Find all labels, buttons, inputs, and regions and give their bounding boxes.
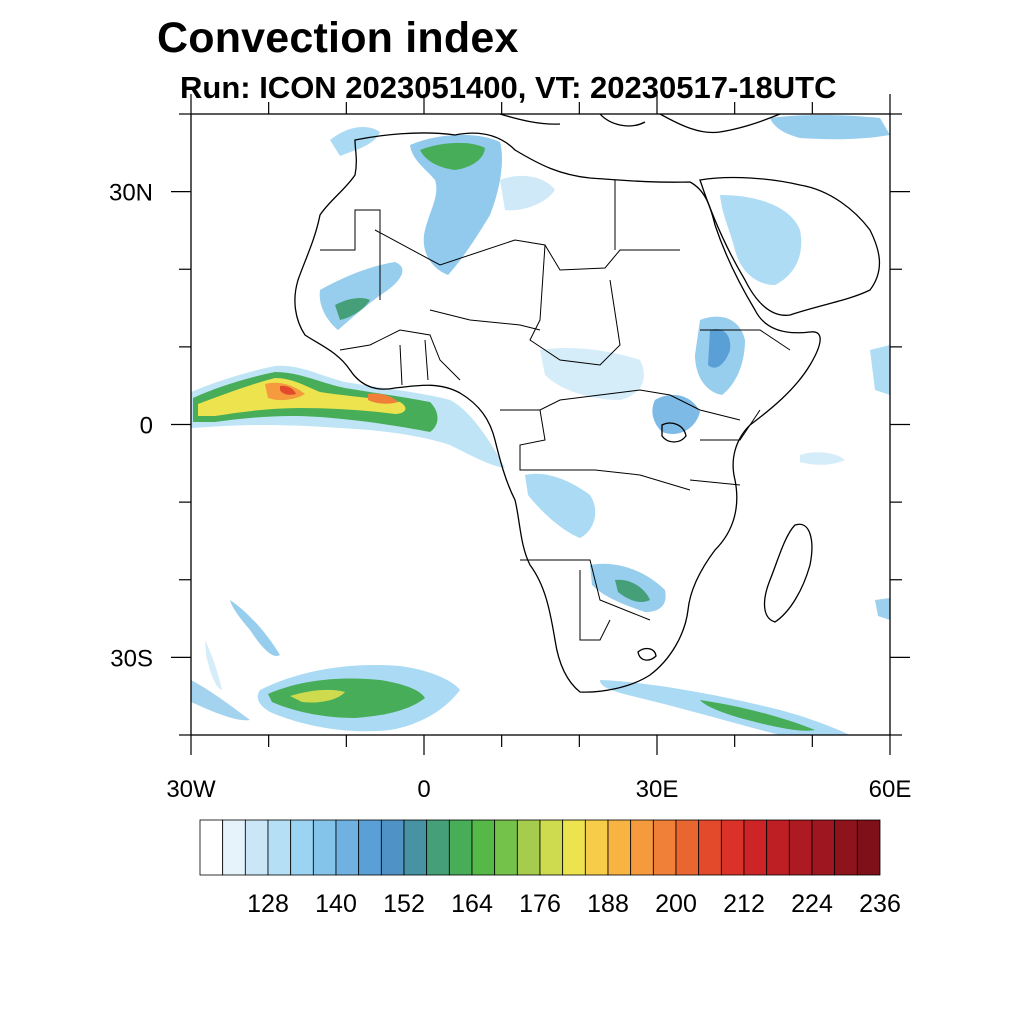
colorbar-swatch (652, 819, 677, 876)
colorbar-swatch (267, 819, 292, 876)
colorbar-swatch (358, 819, 382, 876)
field-arabia (720, 195, 802, 285)
field-north-med (770, 115, 890, 140)
colorbar-swatch (335, 819, 360, 876)
colorbar-swatch (471, 819, 496, 876)
lat-tick-label: 30S (110, 645, 153, 672)
field-south-atlantic-core (290, 689, 345, 703)
field-east-africa-core (708, 328, 731, 368)
lat-tick-label: 30N (109, 180, 153, 207)
field-sw-streak-3 (205, 640, 222, 690)
lon-tick-label: 0 (417, 776, 430, 803)
colorbar-swatch (516, 819, 541, 876)
madagascar-coastline (763, 523, 813, 623)
lon-tick-label: 30E (636, 776, 679, 803)
border-western-sahara (320, 209, 381, 300)
country-borders (320, 180, 791, 641)
colorbar-label: 200 (655, 890, 697, 918)
lat-tick-label: 0 (140, 413, 153, 440)
border-east (689, 409, 761, 486)
field-itcz-core (198, 378, 406, 416)
field-west-africa-core (335, 297, 370, 320)
field-east-coast (800, 452, 845, 465)
border-sahara-north (374, 229, 680, 271)
colorbar-swatch (448, 819, 473, 876)
field-zimbabwe-core (615, 579, 650, 603)
field-sw-streak-1 (230, 600, 280, 656)
field-sahel (500, 175, 555, 211)
europe-coastline (499, 114, 781, 134)
lon-tick-label: 30W (166, 776, 216, 803)
field-north-africa (410, 134, 502, 275)
colorbar-swatch (494, 819, 518, 876)
field-madagascar-east (875, 598, 890, 620)
axis-ticks: 30W 0 30E 60E 30N 0 30S (109, 94, 911, 803)
colorbar-swatch (584, 819, 609, 876)
field-sw-streak-2 (191, 680, 250, 721)
colorbar-swatch (312, 819, 337, 876)
colorbar-swatch (698, 819, 722, 876)
border-botswana (579, 570, 611, 641)
colorbar-swatch (675, 819, 700, 876)
colorbar-swatch (743, 819, 768, 876)
border-congo (519, 409, 691, 491)
field-angola (525, 473, 596, 538)
colorbar-label: 188 (587, 890, 629, 918)
convection-field (191, 115, 890, 735)
colorbar-swatch (222, 819, 246, 876)
border-chad-sudan (529, 244, 621, 366)
border-sahel (429, 309, 541, 331)
colorbar-swatch (766, 819, 790, 876)
colorbar-swatch (856, 819, 881, 876)
colorbar-label: 164 (451, 890, 493, 918)
arabia-coastline (699, 176, 881, 316)
lon-tick-label: 60E (869, 776, 912, 803)
border-ghana-togo (399, 339, 429, 386)
colorbar-label: 152 (383, 890, 425, 918)
colorbar-label: 212 (723, 890, 765, 918)
colorbar-swatch (380, 819, 405, 876)
colorbar-swatch (720, 819, 745, 876)
border-namibia (520, 559, 651, 621)
field-south-indian-core (700, 700, 815, 731)
colorbar-label: 176 (519, 890, 561, 918)
lake-victoria (661, 422, 687, 443)
field-south-atlantic-mid (268, 678, 425, 718)
colorbar-swatch (562, 819, 586, 876)
colorbar-swatch (811, 819, 836, 876)
colorbar-swatch (199, 819, 224, 876)
colorbar-label: 128 (247, 890, 289, 918)
chart-title: Convection index (157, 14, 519, 62)
colorbar-label: 140 (315, 890, 357, 918)
colorbar-swatch (426, 819, 450, 876)
colorbar-swatch (630, 819, 654, 876)
border-horn (700, 329, 791, 351)
colorbar-label: 224 (791, 890, 833, 918)
colorbar-swatch (244, 819, 269, 876)
lesotho-border (637, 647, 657, 661)
colorbar: 128 140 152 164 176 188 200 212 224 236 (199, 819, 901, 918)
field-itcz-hot-3 (368, 393, 398, 404)
colorbar-swatch (788, 819, 813, 876)
coastlines (294, 114, 881, 693)
chart-subtitle: Run: ICON 2023051400, VT: 20230517-18UTC (180, 70, 837, 105)
field-itcz-hot-2 (280, 385, 296, 395)
colorbar-swatch (290, 819, 314, 876)
colorbar-label: 236 (859, 890, 901, 918)
colorbar-swatch (539, 819, 564, 876)
africa-coastline (294, 132, 821, 693)
colorbar-swatch (834, 819, 858, 876)
colorbar-swatch (403, 819, 428, 876)
field-east-ocean (870, 345, 890, 395)
border-west-africa (339, 329, 461, 381)
border-central (500, 389, 741, 421)
colorbar-swatch (607, 819, 632, 876)
field-north-africa-core (420, 142, 485, 170)
